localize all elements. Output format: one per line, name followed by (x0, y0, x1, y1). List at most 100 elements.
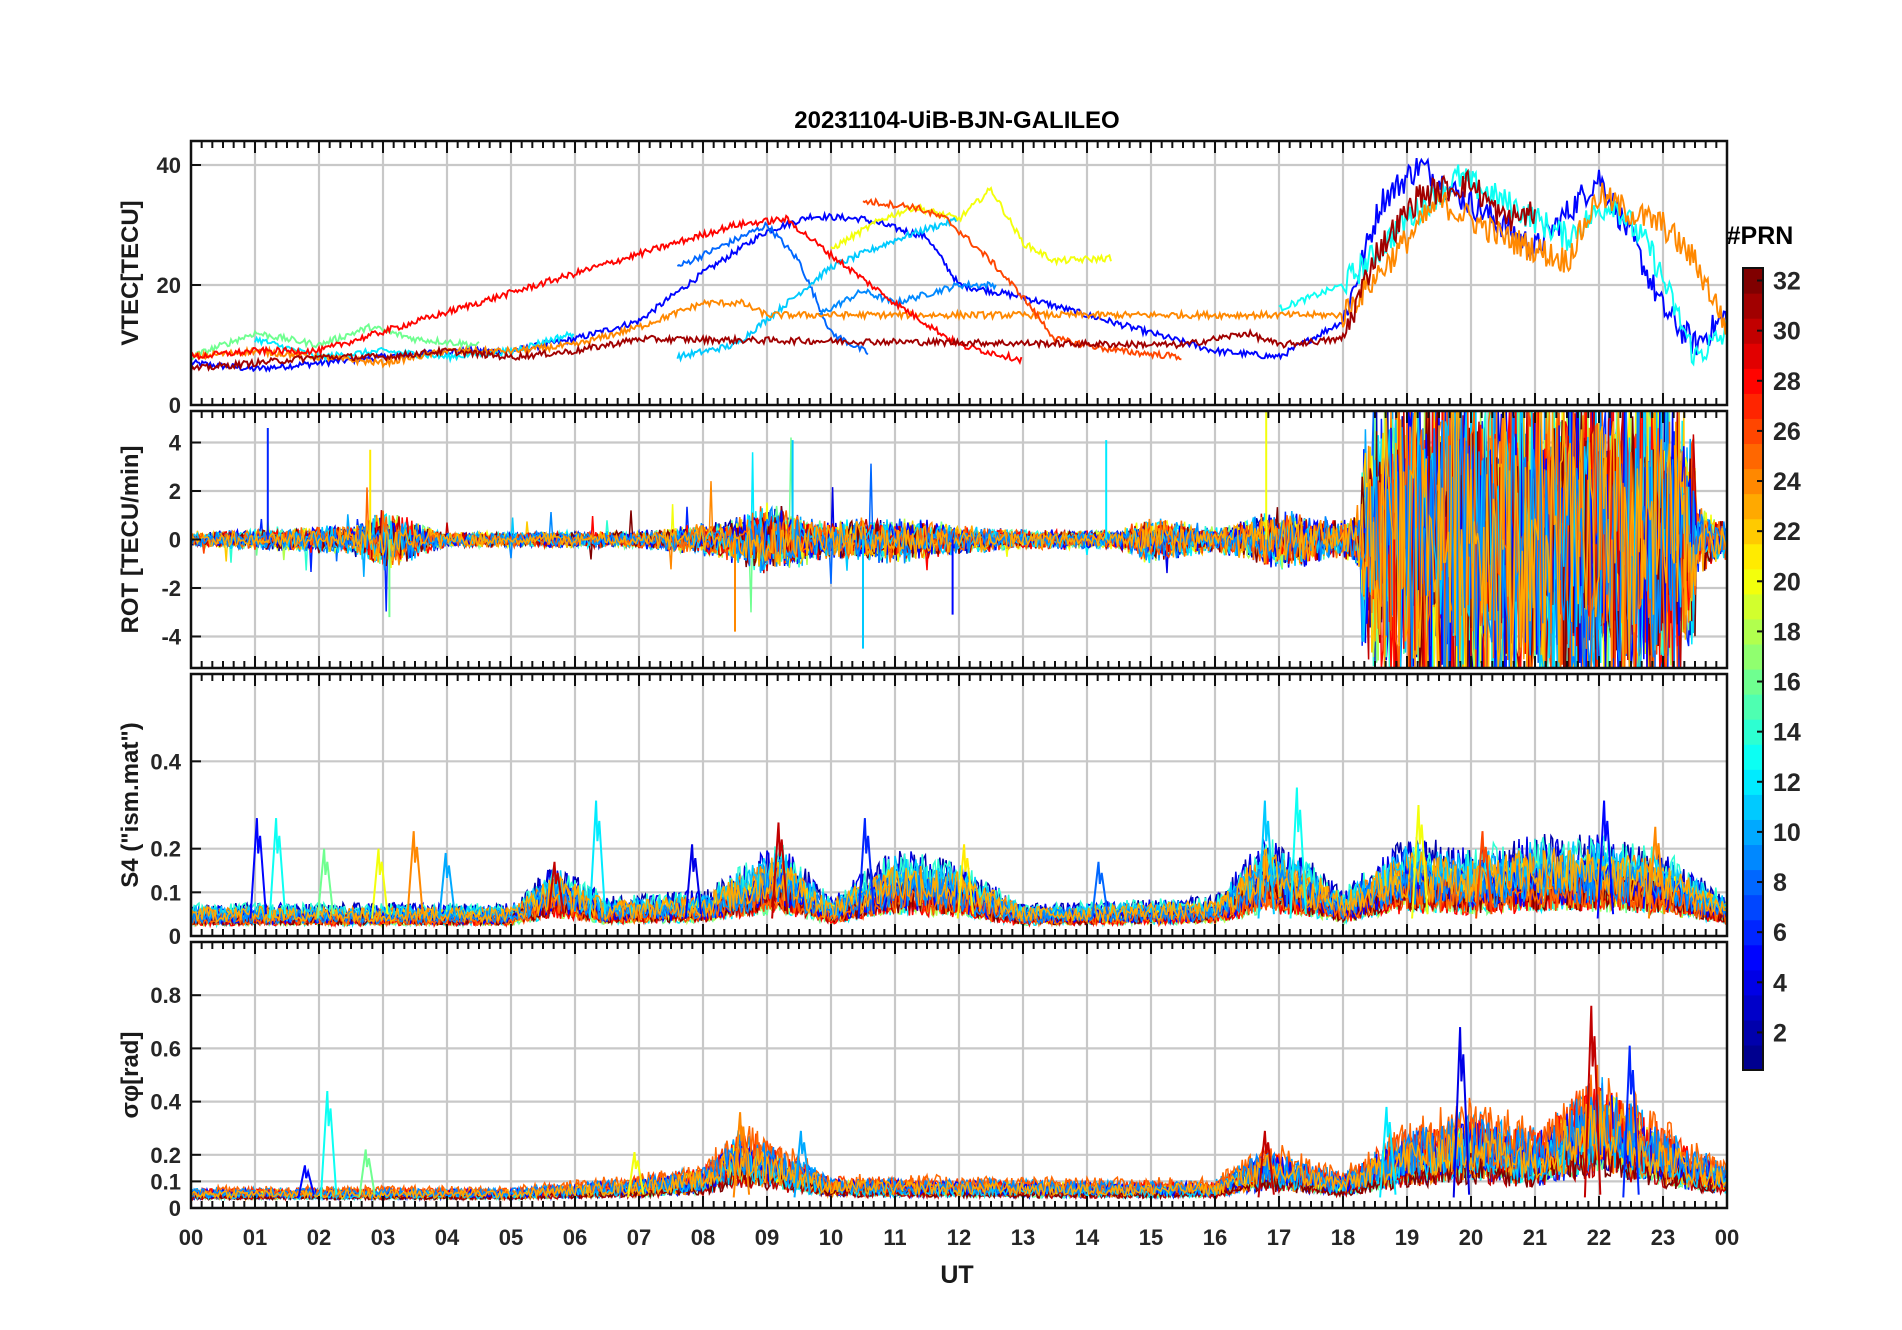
x-tick-label: 09 (755, 1225, 779, 1250)
colorbar-segment (1743, 568, 1763, 595)
x-tick-label: 21 (1523, 1225, 1547, 1250)
vtec-series-prn-8 (676, 221, 869, 356)
sigma_phi-peak (627, 1151, 645, 1198)
y-tick-label: 2 (169, 479, 181, 504)
y-tick-label: -2 (161, 576, 181, 601)
s4-peak (1091, 861, 1109, 919)
vtec-series-prn-31 (191, 168, 1536, 372)
x-axis-tick-labels: 00 01 02 03 04 05 06 07 08 09 10 11 12 13 14 15 16 17 18 19… (179, 1225, 1739, 1250)
s4-peak (547, 861, 565, 919)
y-tick-label: 0 (169, 393, 181, 418)
colorbar-segment (1743, 819, 1763, 846)
x-tick-label: 08 (691, 1225, 715, 1250)
s4-peak (684, 844, 703, 919)
vtec-series-prn-20 (830, 186, 1112, 267)
x-tick-label: 18 (1331, 1225, 1355, 1250)
colorbar-segment (1743, 769, 1763, 795)
panel-vtec: 0 20 40 VTEC[TECU] (117, 139, 1729, 418)
y-tick-label: 40 (157, 153, 181, 178)
colorbar-segment (1743, 518, 1763, 545)
colorbar-segment (1743, 719, 1763, 745)
colorbar-tick-label: 4 (1773, 969, 1787, 997)
panel-s4: 0 0.1 0.2 0.4S4 ("ism.mat") (117, 672, 1729, 949)
s4-peak (371, 848, 389, 919)
y-axis-label-rot: ROT [TECU/min] (117, 446, 144, 634)
x-tick-label: 00 (179, 1225, 203, 1250)
y-axis-label-sigma_phi: σφ[rad] (117, 1032, 144, 1119)
x-tick-label: 12 (947, 1225, 971, 1250)
sigma_phi-peak (1379, 1106, 1397, 1198)
colorbar-tick-label: 22 (1773, 518, 1801, 546)
y-axis-label-s4: S4 ("ism.mat") (117, 722, 144, 887)
colorbar-tick-label: 2 (1773, 1019, 1787, 1047)
colorbar-tick-label: 14 (1773, 719, 1801, 747)
y-tick-label: 0.1 (150, 880, 181, 905)
panel-sigma_phi: 00.10.2 0.4 0.6 0.8σφ[rad] (117, 940, 1729, 1221)
x-tick-label: 17 (1267, 1225, 1291, 1250)
x-tick-label: 13 (1011, 1225, 1035, 1250)
colorbar-tick-label: 26 (1773, 418, 1801, 446)
s4-peak (438, 852, 456, 919)
x-minor-ticks-vtec (190, 141, 1728, 405)
y-tick-label: 0 (169, 1196, 181, 1221)
vtec-series-prn-24 (191, 182, 1727, 369)
colorbar-segment (1743, 618, 1763, 645)
vtec-series-prn-11 (676, 215, 958, 363)
colorbar-segment (1743, 593, 1763, 620)
colorbar-tick-label: 24 (1773, 468, 1801, 496)
y-tick-label: 0.4 (150, 1090, 181, 1115)
x-tick-label: 04 (435, 1225, 460, 1250)
s4-peak (1647, 826, 1666, 919)
colorbar-segment (1743, 969, 1763, 996)
colorbar-segment (1743, 368, 1763, 394)
colorbar-segment (1743, 919, 1763, 946)
colorbar-segment (1743, 393, 1763, 419)
colorbar-segment (1743, 744, 1763, 770)
series-vtec (191, 157, 1727, 373)
colorbar-tick-label: 20 (1773, 568, 1801, 596)
y-tick-label: 0.2 (150, 1143, 181, 1168)
y-tick-label: 0 (169, 528, 181, 553)
colorbar-segment (1743, 944, 1763, 971)
sigma_phi-peak (1583, 1005, 1602, 1198)
s4-peak (406, 831, 424, 919)
colorbar-tick-label: 10 (1773, 819, 1801, 847)
colorbar-segment (1743, 268, 1763, 294)
s4-peak (316, 848, 335, 919)
series-rot (191, 411, 1727, 668)
y-tick-label: 0.6 (150, 1036, 181, 1061)
x-tick-label: 05 (499, 1225, 523, 1250)
s4-peak (956, 844, 975, 919)
y-tick-label: -4 (161, 624, 181, 649)
sigma_phi-peak (1257, 1130, 1275, 1198)
series-s4 (191, 787, 1727, 929)
sigma_phi-peak (358, 1149, 376, 1198)
colorbar-segment (1743, 794, 1763, 820)
y-tick-label: 0.2 (150, 837, 181, 862)
sigma_phi-peak (1622, 1045, 1640, 1198)
colorbar-segment (1743, 1044, 1763, 1071)
x-tick-label: 19 (1395, 1225, 1419, 1250)
colorbar-segment (1743, 1019, 1763, 1046)
x-tick-label: 07 (627, 1225, 651, 1250)
colorbar-segment (1743, 493, 1763, 520)
colorbar-segment (1743, 343, 1763, 369)
colorbar-tick-label: 6 (1773, 919, 1787, 947)
x-tick-label: 14 (1075, 1225, 1100, 1250)
colorbar-tick-label: 28 (1773, 368, 1801, 396)
x-minor-ticks-s4 (190, 674, 1728, 936)
colorbar-segment (1743, 669, 1763, 695)
colorbar-segment (1743, 293, 1763, 319)
x-tick-label: 15 (1139, 1225, 1163, 1250)
x-tick-label: 10 (819, 1225, 843, 1250)
colorbar-segment (1743, 994, 1763, 1021)
s4-peak (588, 800, 607, 919)
colorbar-tick-label: 8 (1773, 869, 1787, 897)
colorbar-segment (1743, 418, 1763, 445)
vtec-series-prn-16 (191, 322, 480, 361)
panel-rot: -4 -2 0 2 4 ROT [TECU/min] (117, 409, 1729, 670)
colorbar-segment (1743, 869, 1763, 896)
